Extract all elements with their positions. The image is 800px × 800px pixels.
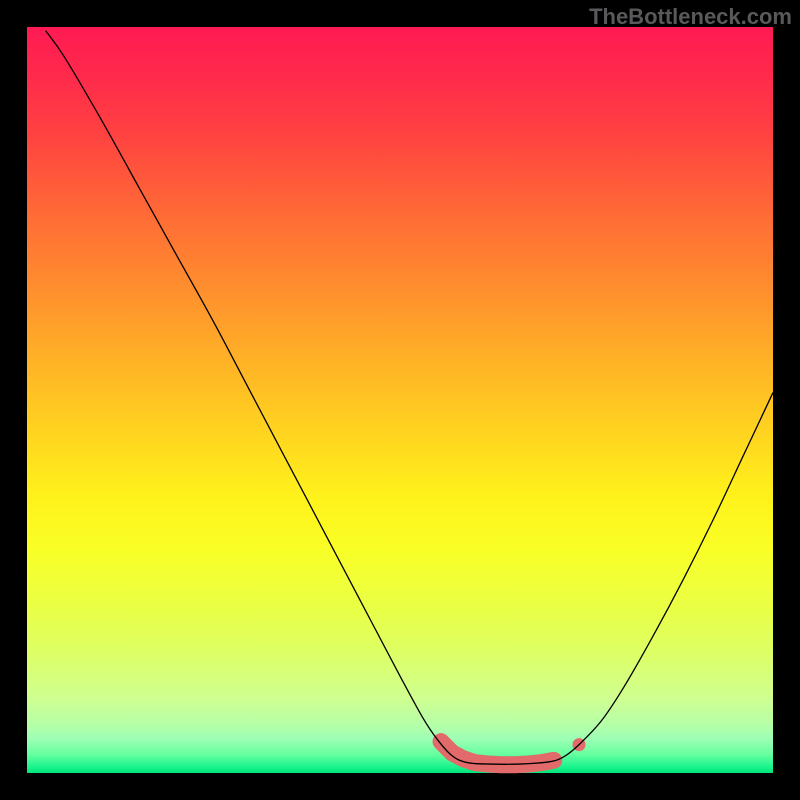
bottleneck-line bbox=[46, 31, 773, 765]
chart-frame: TheBottleneck.com bbox=[0, 0, 800, 800]
bottleneck-curve bbox=[27, 27, 773, 773]
brand-watermark: TheBottleneck.com bbox=[589, 4, 792, 30]
